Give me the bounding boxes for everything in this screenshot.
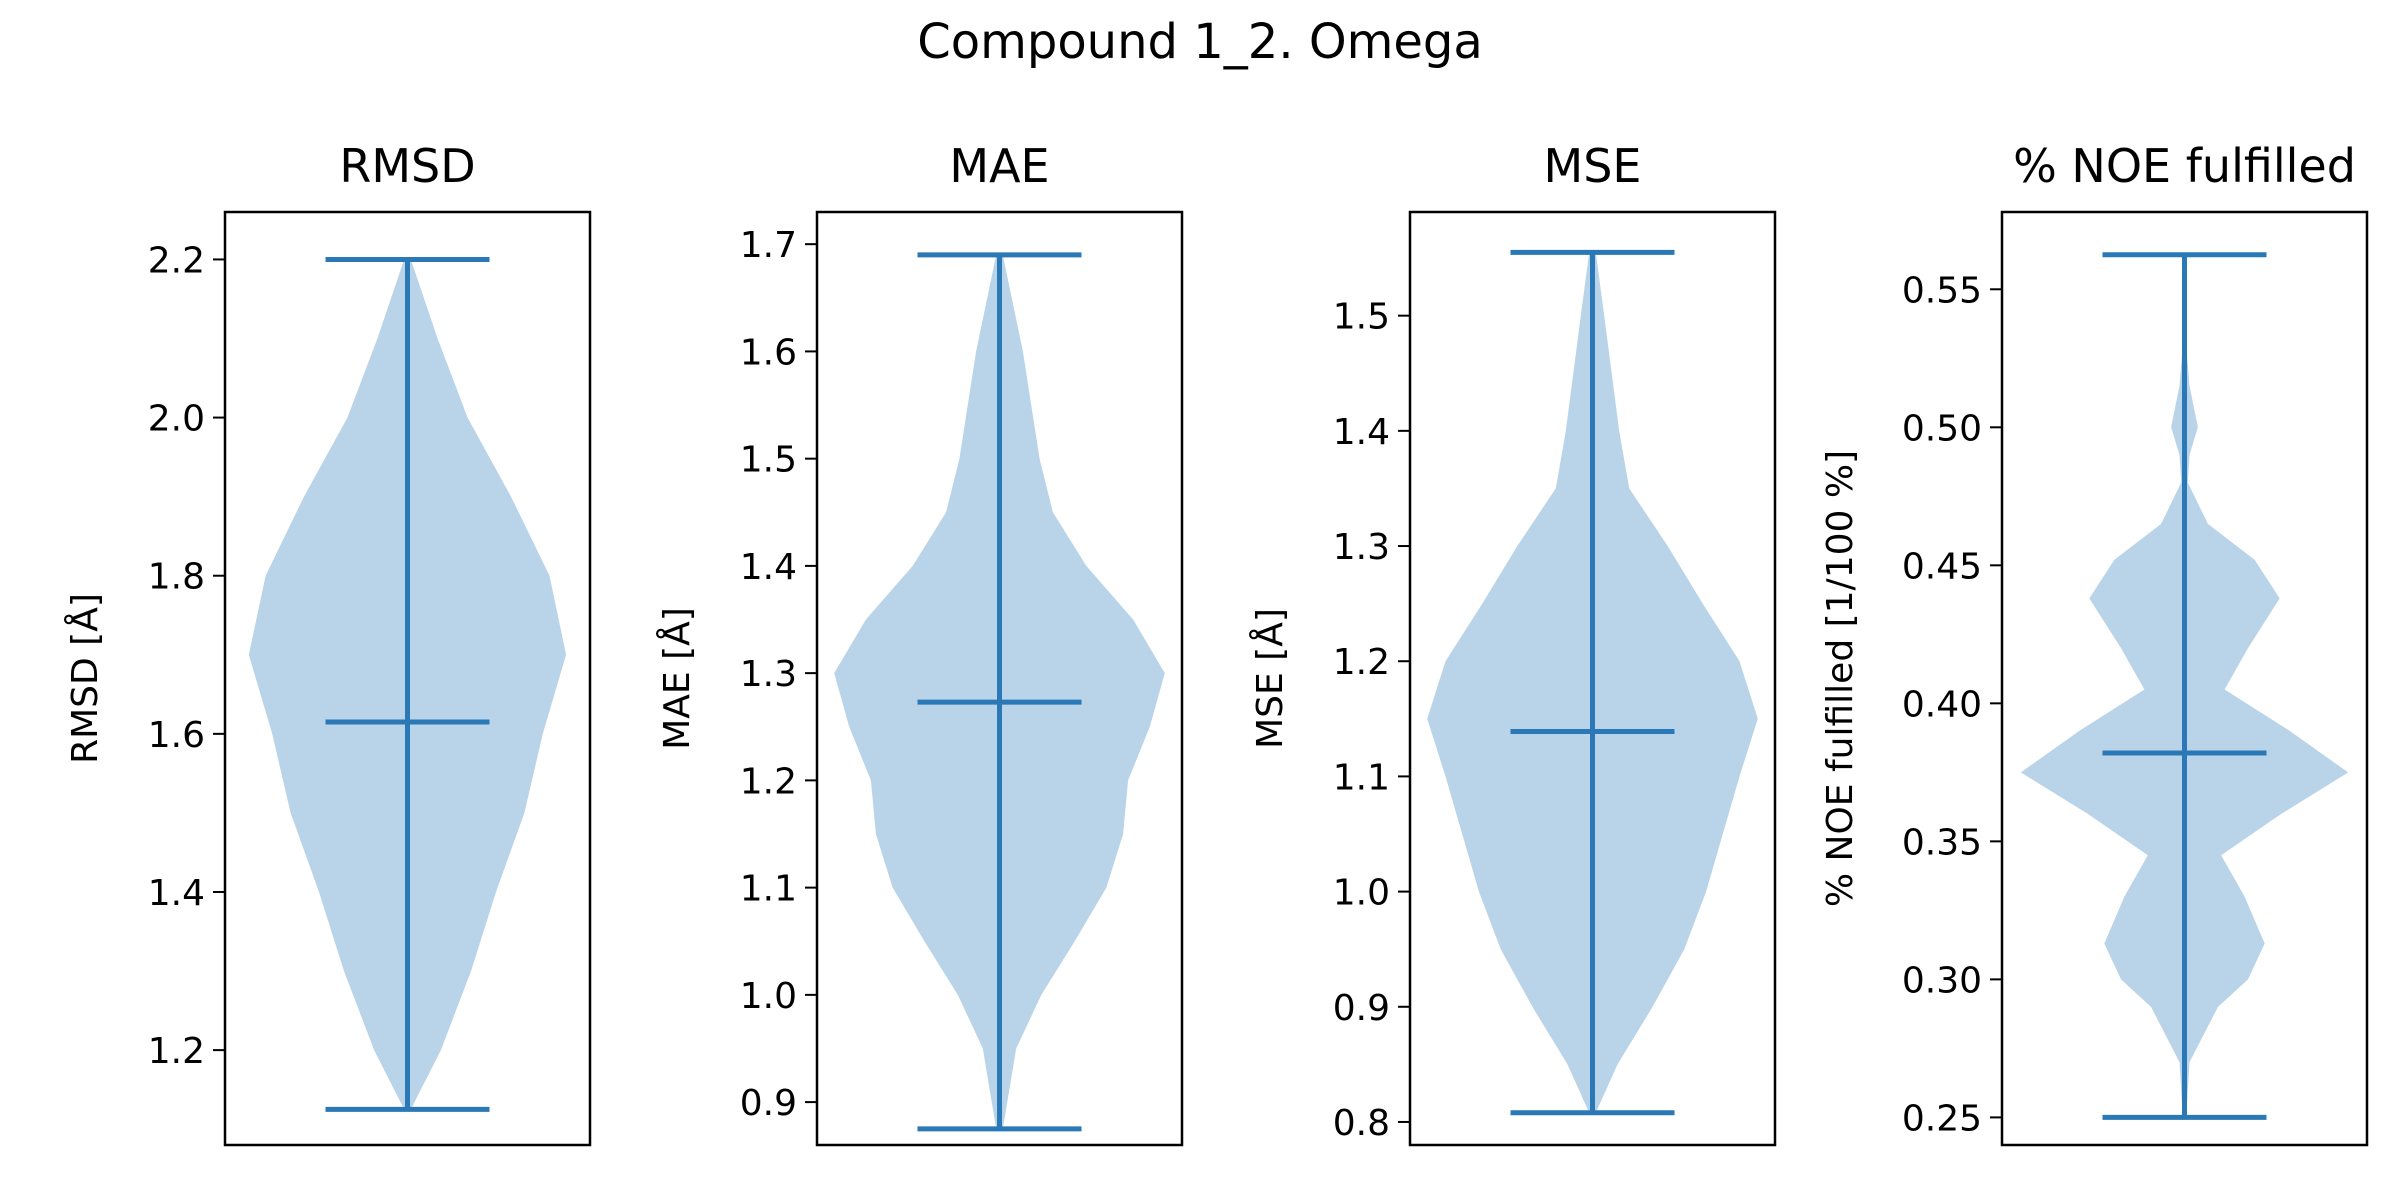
y-tick-label: 1.2: [148, 1031, 205, 1072]
y-tick-label: 0.35: [1902, 822, 1982, 863]
axes-frame: [223, 210, 592, 1147]
y-tick-label: 0.9: [740, 1083, 797, 1124]
y-tick-label: 0.25: [1902, 1098, 1982, 1139]
y-tick-label: 1.2: [1333, 642, 1390, 683]
violin-panels: 1.2 1.4 1.6 1.8 2.0 2.2 RMSD RMSD [Å] 0.9 1.0 1.1 1…: [63, 139, 2369, 1147]
y-tick-label: 0.50: [1902, 408, 1982, 449]
violin-panel-2: 0.9 1.0 1.1 1.2 1.3 1.4 1.5 1.6 1.7 MAE MAE [Å]: [655, 139, 1184, 1147]
panel-title: MAE: [949, 139, 1049, 193]
y-tick-label: 0.55: [1902, 270, 1982, 311]
y-tick-label: 1.3: [1333, 527, 1390, 568]
panel-title: RMSD: [339, 139, 475, 193]
panel-title: % NOE fulfilled: [2013, 139, 2356, 193]
axes-frame: [2000, 210, 2369, 1147]
y-tick-label: 0.9: [1333, 988, 1390, 1029]
y-tick-label: 2.0: [148, 399, 205, 440]
panel-title: MSE: [1544, 139, 1642, 193]
y-tick-label: 1.2: [740, 761, 797, 802]
y-tick-label: 0.30: [1902, 960, 1982, 1001]
y-axis-label: RMSD [Å]: [63, 593, 106, 764]
y-tick-label: 1.5: [740, 440, 797, 481]
y-tick-label: 1.8: [148, 557, 205, 598]
violin-panel-4: 0.25 0.30 0.35 0.40 0.45 0.50 0.55 % NOE fulfil…: [1820, 139, 2369, 1147]
y-tick-label: 0.40: [1902, 684, 1982, 725]
violin-panel-3: 0.8 0.9 1.0 1.1 1.2 1.3 1.4 1.5 MSE MSE [Å]: [1248, 139, 1777, 1147]
y-tick-label: 0.8: [1333, 1103, 1390, 1144]
violin-panel-1: 1.2 1.4 1.6 1.8 2.0 2.2 RMSD RMSD [Å]: [63, 139, 592, 1147]
y-tick-label: 1.6: [740, 332, 797, 373]
y-tick-label: 1.1: [1333, 757, 1390, 798]
y-axis-label: % NOE fulfilled [1/100 %]: [1820, 450, 1861, 907]
y-tick-label: 1.3: [740, 654, 797, 695]
y-tick-label: 1.1: [740, 869, 797, 910]
axes-frame: [815, 210, 1184, 1147]
y-tick-label: 0.45: [1902, 546, 1982, 587]
y-tick-label: 1.7: [740, 225, 797, 266]
y-tick-label: 1.0: [740, 976, 797, 1017]
y-tick-label: 1.0: [1333, 873, 1390, 914]
y-tick-label: 1.4: [148, 873, 205, 914]
y-tick-label: 2.2: [148, 240, 205, 281]
y-tick-label: 1.4: [1333, 412, 1390, 453]
y-axis-label: MSE [Å]: [1248, 608, 1291, 749]
y-axis-label: MAE [Å]: [655, 607, 698, 750]
y-tick-label: 1.4: [740, 547, 797, 588]
y-tick-label: 1.6: [148, 715, 205, 756]
axes-frame: [1408, 210, 1777, 1147]
figure-title: Compound 1_2. Omega: [917, 14, 1483, 70]
y-tick-label: 1.5: [1333, 297, 1390, 338]
